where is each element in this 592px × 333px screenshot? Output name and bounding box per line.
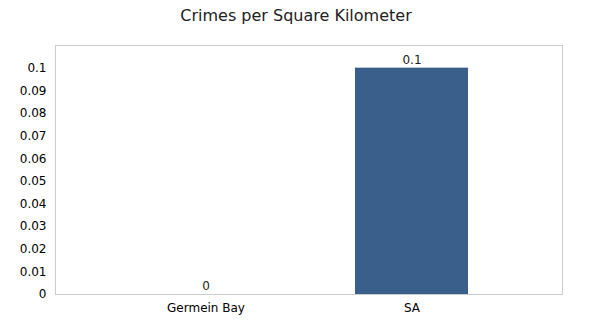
svg-text:0.04: 0.04 [20, 197, 47, 211]
svg-text:0.05: 0.05 [20, 174, 47, 188]
svg-text:Germein Bay: Germein Bay [167, 301, 245, 315]
svg-text:0.07: 0.07 [20, 129, 47, 143]
svg-text:0.01: 0.01 [20, 265, 47, 279]
svg-text:0.06: 0.06 [20, 152, 47, 166]
svg-text:0.08: 0.08 [20, 106, 47, 120]
svg-text:0.09: 0.09 [20, 84, 47, 98]
svg-text:0: 0 [202, 279, 210, 293]
html-text:Crimes per Square Kilometer: Crimes per Square Kilometer [180, 6, 412, 25]
svg-text:0.1: 0.1 [27, 61, 46, 75]
svg-text:0.02: 0.02 [20, 242, 47, 256]
svg-text:0: 0 [39, 287, 47, 301]
svg-text:0.1: 0.1 [402, 53, 421, 67]
svg-text:0.03: 0.03 [20, 219, 47, 233]
svg-text:SA: SA [404, 301, 421, 315]
